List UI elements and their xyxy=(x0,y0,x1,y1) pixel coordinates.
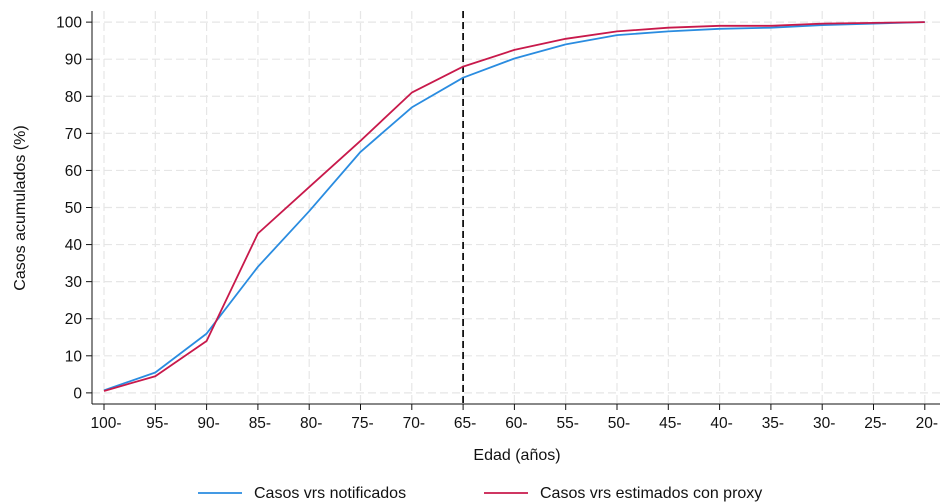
y-tick-label: 40 xyxy=(65,237,83,254)
y-tick-label: 60 xyxy=(65,163,83,180)
y-tick-label: 90 xyxy=(65,52,83,69)
grid xyxy=(92,11,940,404)
x-tick-label: 40- xyxy=(710,415,732,432)
series-line-2 xyxy=(103,21,925,392)
y-tick-label: 50 xyxy=(65,200,83,217)
y-tick-label: 0 xyxy=(73,385,82,402)
x-tick-label: 20- xyxy=(916,415,938,432)
y-axis-title: Casos acumulados (%) xyxy=(12,125,29,290)
series-line-1 xyxy=(103,21,925,392)
x-tick-label: 25- xyxy=(864,415,886,432)
y-tick-label: 30 xyxy=(65,274,83,291)
x-tick-label: 95- xyxy=(146,415,168,432)
x-tick-label: 100- xyxy=(90,415,121,432)
x-tick-label: 45- xyxy=(659,415,681,432)
x-tick-label: 55- xyxy=(556,415,578,432)
x-tick-label: 60- xyxy=(505,415,527,432)
x-tick-label: 50- xyxy=(608,415,630,432)
x-axis-title: Edad (años) xyxy=(473,447,560,464)
axes: 0 10 20 30 40 50 60 70 80 90 100 100- 95- 90- 85- 80- 75… xyxy=(56,11,940,432)
y-tick-label: 20 xyxy=(65,311,83,328)
x-tick-label: 80- xyxy=(300,415,322,432)
legend-label-2: Casos vrs estimados con proxy xyxy=(540,485,762,502)
x-tick-label: 65- xyxy=(454,415,476,432)
x-tick-label: 30- xyxy=(813,415,835,432)
x-tick-label: 35- xyxy=(762,415,784,432)
x-tick-label: 90- xyxy=(197,415,219,432)
series-lines xyxy=(103,21,925,392)
x-tick-label: 85- xyxy=(249,415,271,432)
x-tick-label: 75- xyxy=(351,415,373,432)
y-tick-label: 70 xyxy=(65,126,83,143)
y-tick-label: 100 xyxy=(56,15,82,32)
y-tick-label: 10 xyxy=(65,348,83,365)
y-tick-label: 80 xyxy=(65,89,83,106)
legend-label-1: Casos vrs notificados xyxy=(254,485,406,502)
legend: Casos vrs notificados Casos vrs estimados… xyxy=(198,485,762,502)
x-tick-label: 70- xyxy=(403,415,425,432)
